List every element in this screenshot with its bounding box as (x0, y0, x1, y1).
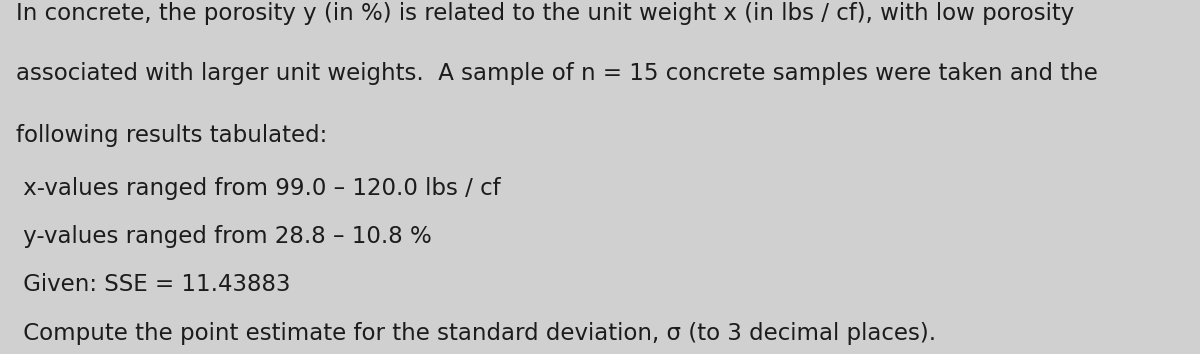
Text: x-values ranged from 99.0 – 120.0 lbs / cf: x-values ranged from 99.0 – 120.0 lbs / … (16, 177, 500, 200)
Text: Compute the point estimate for the standard deviation, σ (to 3 decimal places).: Compute the point estimate for the stand… (16, 322, 936, 345)
Text: y-values ranged from 28.8 – 10.8 %: y-values ranged from 28.8 – 10.8 % (16, 225, 431, 248)
Text: following results tabulated:: following results tabulated: (16, 124, 326, 147)
Text: Given: SSE = 11.43883: Given: SSE = 11.43883 (16, 273, 290, 296)
Text: In concrete, the porosity y (in %) is related to the unit weight x (in lbs / cf): In concrete, the porosity y (in %) is re… (16, 2, 1074, 25)
Text: associated with larger unit weights.  A sample of n = 15 concrete samples were t: associated with larger unit weights. A s… (16, 62, 1098, 85)
